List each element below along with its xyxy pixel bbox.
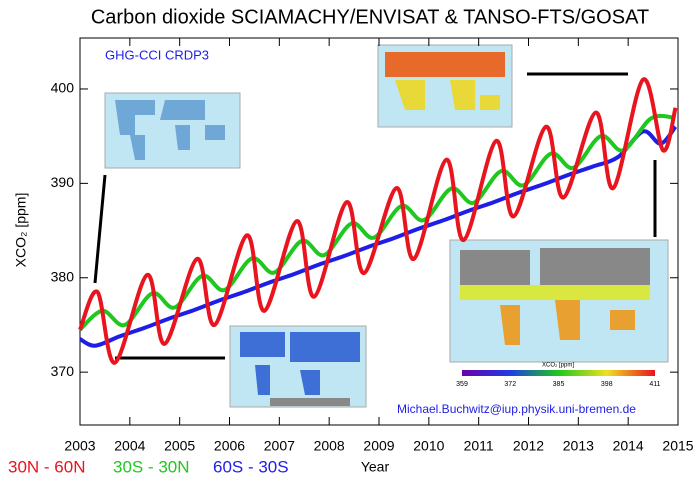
- x-tick-label: 2004: [114, 438, 145, 454]
- series-line: [79, 125, 678, 348]
- chart-title: Carbon dioxide SCIAMACHY/ENVISAT & TANSO…: [91, 6, 649, 28]
- series-line: [78, 77, 678, 365]
- colorbar-tick-label: 398: [601, 381, 613, 388]
- x-tick-label: 2005: [164, 438, 195, 454]
- colorbar-tick-label: 411: [649, 381, 660, 388]
- x-tick-label: 2015: [662, 438, 693, 454]
- y-tick-label: 400: [51, 80, 75, 96]
- colorbar-tick-label: 372: [504, 381, 516, 388]
- y-axis-label: XCO₂ [ppm]: [13, 193, 29, 268]
- x-tick-label: 2008: [314, 438, 345, 454]
- x-tick-label: 2014: [613, 438, 644, 454]
- colorbar-label: XCO₂ [ppm]: [542, 363, 574, 369]
- x-tick-label: 2011: [464, 438, 494, 454]
- y-tick-label: 370: [51, 363, 75, 379]
- legend-entry: 60S - 30S: [213, 457, 289, 476]
- y-tick-label: 380: [51, 268, 75, 284]
- legend-entry: 30N - 60N: [8, 457, 85, 476]
- x-tick-label: 2010: [413, 438, 444, 454]
- x-tick-label: 2007: [264, 438, 295, 454]
- x-tick-label: 2012: [513, 438, 544, 454]
- x-tick-label: 2003: [64, 438, 95, 454]
- series-line: [78, 113, 674, 332]
- y-tick-label: 390: [51, 174, 75, 190]
- credit: Michael.Buchwitz@iup.physik.uni-bremen.d…: [397, 402, 636, 416]
- map-insets: [93, 44, 669, 408]
- x-axis-label: Year: [361, 459, 390, 475]
- x-tick-label: 2009: [363, 438, 394, 454]
- x-tick-label: 2013: [563, 438, 594, 454]
- legend-entry: 30S - 30N: [113, 457, 190, 476]
- colorbar-tick-label: 359: [456, 381, 468, 388]
- x-tick-label: 2006: [214, 438, 245, 454]
- subtitle: GHG-CCI CRDP3: [105, 47, 209, 62]
- colorbar-tick-label: 385: [553, 381, 565, 388]
